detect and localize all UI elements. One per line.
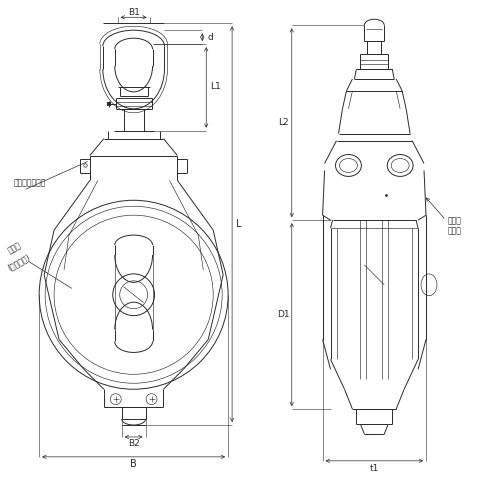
Text: B: B <box>130 459 137 469</box>
Text: L2: L2 <box>278 118 289 127</box>
Text: グリスニップル: グリスニップル <box>14 178 46 187</box>
Text: B2: B2 <box>128 440 140 448</box>
Text: t1: t1 <box>370 464 379 473</box>
Text: (シーブ径): (シーブ径) <box>6 252 32 272</box>
Text: B1: B1 <box>128 8 140 17</box>
Text: d: d <box>208 32 213 42</box>
Text: D1: D1 <box>278 310 290 319</box>
Text: サイズ: サイズ <box>6 240 23 256</box>
Text: L1: L1 <box>210 82 220 92</box>
Text: L: L <box>236 219 242 229</box>
Text: ロープ
最大径: ロープ 最大径 <box>448 216 462 236</box>
